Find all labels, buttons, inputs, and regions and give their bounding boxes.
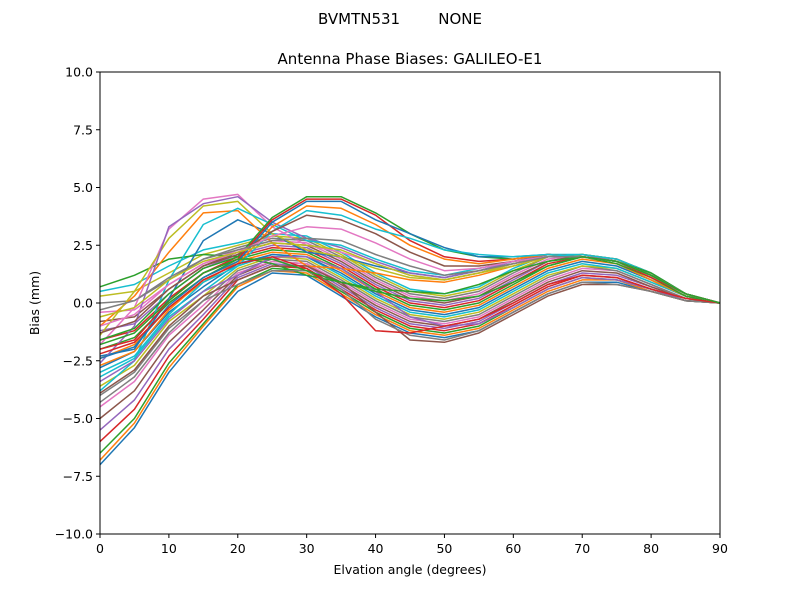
y-tick-label: −7.5 [63, 469, 93, 484]
x-tick-label: 30 [299, 541, 315, 556]
y-tick-label: −10.0 [55, 527, 93, 542]
series-line-40 [99, 256, 721, 355]
series-line-5 [99, 262, 721, 431]
series-line-41 [99, 256, 721, 346]
x-tick-label: 90 [712, 541, 728, 556]
x-tick-label: 60 [505, 541, 521, 556]
y-tick-label: 7.5 [73, 122, 93, 137]
y-tick-label: 5.0 [73, 180, 93, 195]
series-line-39 [99, 269, 721, 403]
y-tick-label: 2.5 [73, 238, 93, 253]
figure-suptitle: BVMTN531 NONE [318, 10, 482, 28]
y-tick-label: 10.0 [65, 65, 93, 80]
x-tick-label: 40 [368, 541, 384, 556]
x-tick-label: 70 [574, 541, 590, 556]
series-line-20 [99, 232, 721, 304]
series-line-11 [99, 253, 721, 369]
y-tick-label: −2.5 [63, 353, 93, 368]
x-tick-label: 20 [230, 541, 246, 556]
y-axis-label: Bias (mm) [27, 271, 42, 335]
y-tick-label: −5.0 [63, 411, 93, 426]
x-axis-label: Elvation angle (degrees) [333, 562, 486, 577]
y-axis-ticks: −10.0 −7.5 −5.0 −2.5 0.0 2.5 5.0 7.5 10.0 [55, 65, 100, 542]
y-tick-label: 0.0 [73, 296, 93, 311]
series-line-6 [99, 260, 721, 420]
chart-title: Antenna Phase Biases: GALILEO-E1 [278, 50, 543, 68]
x-tick-label: 10 [161, 541, 177, 556]
x-axis-ticks: 0 10 20 30 40 50 60 70 80 90 [96, 534, 728, 556]
x-tick-label: 0 [96, 541, 104, 556]
x-tick-label: 50 [436, 541, 452, 556]
x-tick-label: 80 [643, 541, 659, 556]
series-line-37 [99, 256, 721, 383]
series-lines [99, 193, 721, 466]
